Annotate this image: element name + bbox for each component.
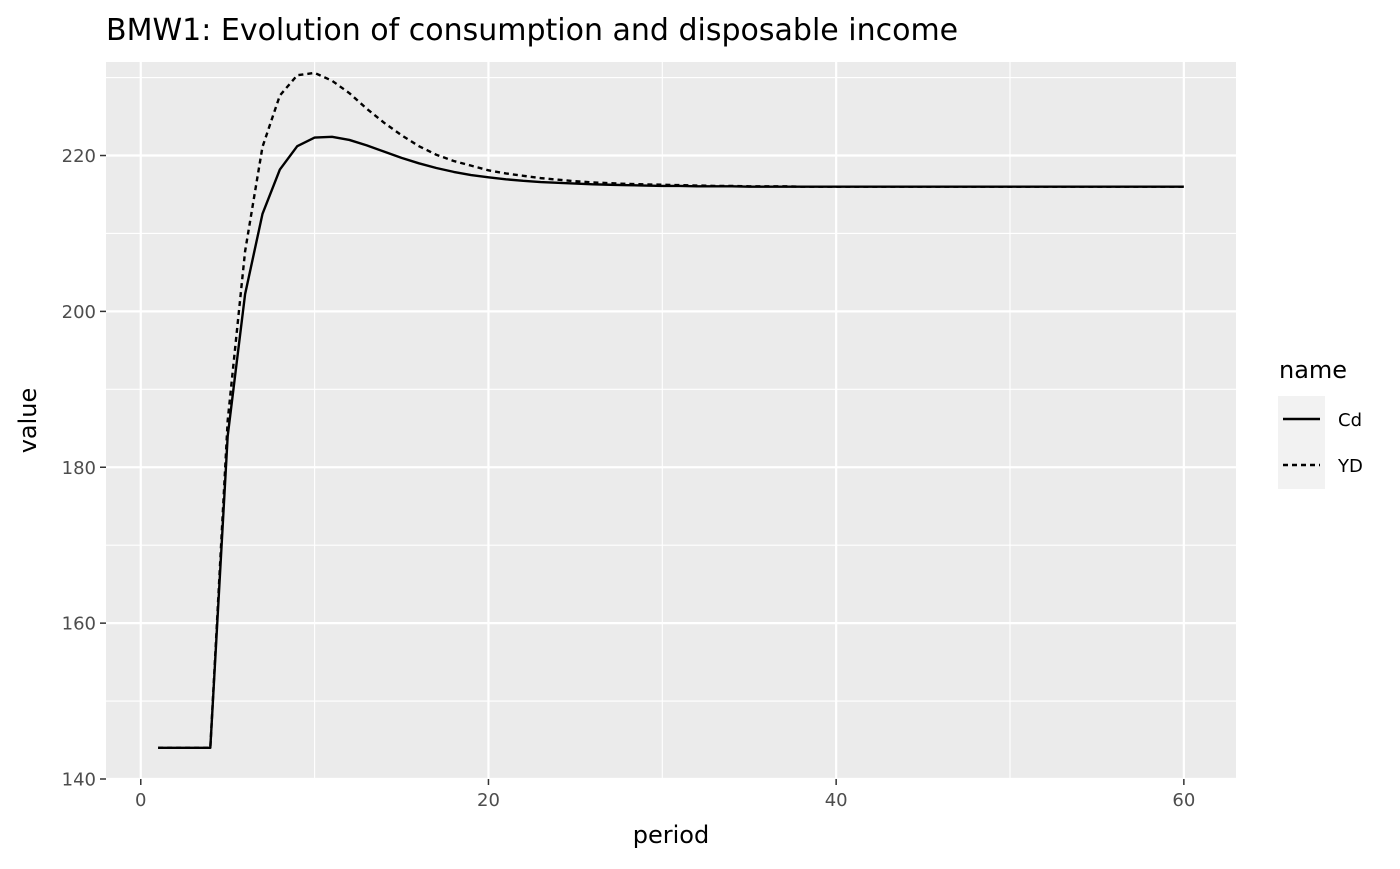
y-tick-label: 200 [62, 302, 96, 323]
series-layer [158, 71, 1184, 750]
y-tick-label: 140 [62, 770, 96, 791]
y-axis-title: value [14, 388, 42, 454]
x-tick-label: 60 [1172, 790, 1195, 811]
y-tick-label: 180 [62, 458, 96, 479]
legend-label-cd: Cd [1338, 410, 1362, 431]
grid-major [106, 62, 1236, 781]
x-axis-title: period [633, 821, 709, 849]
y-tick-label: 220 [62, 146, 96, 167]
legend-title: name [1279, 356, 1347, 384]
x-tick-label: 40 [825, 790, 848, 811]
x-tick-label: 20 [477, 790, 500, 811]
plot-panel [106, 62, 1236, 779]
legend: name Cd YD [1278, 356, 1363, 489]
y-tick-label: 160 [62, 614, 96, 635]
chart-title: BMW1: Evolution of consumption and dispo… [106, 13, 958, 48]
legend-entries: Cd YD [1278, 396, 1363, 489]
series-line-cd [158, 135, 1184, 750]
legend-label-yd: YD [1337, 456, 1363, 477]
x-tick-label: 0 [135, 790, 146, 811]
legend-key-background [1278, 396, 1325, 489]
axes-layer: 0 20 40 60 140 160 180 200 220 [62, 146, 1196, 811]
